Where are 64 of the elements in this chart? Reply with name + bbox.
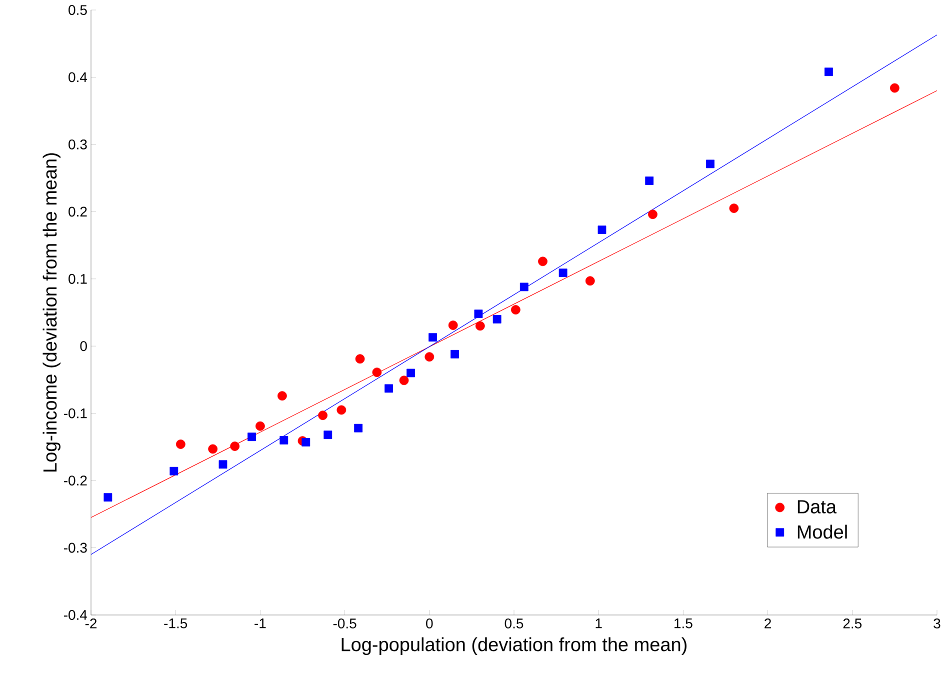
point bbox=[170, 466, 178, 476]
x-tick-label: 0.5 bbox=[504, 618, 524, 628]
point bbox=[558, 268, 568, 278]
point bbox=[406, 368, 415, 378]
point bbox=[492, 315, 502, 324]
point bbox=[424, 352, 434, 362]
point bbox=[372, 368, 382, 378]
point bbox=[645, 176, 654, 185]
point bbox=[399, 376, 409, 386]
point bbox=[248, 432, 256, 442]
point bbox=[302, 438, 310, 446]
x-tick-label: 3 bbox=[934, 618, 940, 628]
point bbox=[890, 83, 900, 93]
y-tick-label: -0.2 bbox=[64, 476, 87, 486]
y-tick-label: -0.4 bbox=[64, 610, 88, 620]
y-tick-label: 0.3 bbox=[68, 139, 87, 150]
point bbox=[176, 440, 186, 449]
point bbox=[230, 442, 240, 451]
y-tick-label: 0.5 bbox=[68, 5, 87, 15]
point bbox=[104, 493, 112, 502]
x-tick-label: -0.5 bbox=[333, 618, 356, 628]
point bbox=[354, 424, 363, 432]
point bbox=[648, 210, 658, 220]
x-tick-label: 2.5 bbox=[843, 618, 862, 628]
point bbox=[585, 276, 595, 286]
point bbox=[824, 68, 833, 76]
y-axis-title: Log-income (deviation from the mean) bbox=[42, 153, 60, 472]
x-tick-label: 2 bbox=[764, 618, 771, 628]
point bbox=[450, 350, 459, 358]
x-tick-label: 1.5 bbox=[674, 618, 692, 628]
point bbox=[355, 354, 365, 364]
point bbox=[510, 305, 520, 314]
point bbox=[448, 320, 458, 330]
point bbox=[384, 384, 393, 393]
point bbox=[538, 256, 548, 266]
point bbox=[598, 226, 606, 234]
point bbox=[208, 444, 218, 454]
point bbox=[729, 204, 739, 213]
point bbox=[256, 421, 265, 431]
y-tick-label: -0.3 bbox=[64, 542, 87, 553]
x-tick-label: 0 bbox=[426, 618, 433, 628]
x-tick-label: -1 bbox=[254, 618, 266, 628]
point bbox=[280, 436, 288, 444]
point bbox=[218, 460, 228, 469]
x-axis-title: Log-population (deviation from the mean) bbox=[342, 637, 686, 655]
point bbox=[278, 391, 287, 401]
point bbox=[520, 282, 528, 292]
y-tick-label: 0.1 bbox=[68, 274, 87, 284]
y-tick-label: -0.1 bbox=[64, 408, 87, 418]
x-tick-label: -2 bbox=[85, 618, 97, 628]
legend-label: Data bbox=[798, 500, 836, 514]
x-tick-label: -1.5 bbox=[164, 618, 188, 628]
point bbox=[474, 310, 483, 318]
x-tick-label: 1 bbox=[596, 618, 602, 628]
point bbox=[336, 405, 346, 415]
point bbox=[318, 410, 328, 420]
point bbox=[475, 321, 485, 331]
point bbox=[324, 430, 332, 440]
y-tick-label: 0.2 bbox=[68, 206, 87, 217]
y-tick-label: 0.4 bbox=[68, 72, 88, 82]
point bbox=[706, 160, 714, 168]
y-tick-label: 0 bbox=[80, 341, 87, 352]
point bbox=[428, 333, 437, 342]
legend-label: Model bbox=[798, 524, 847, 539]
